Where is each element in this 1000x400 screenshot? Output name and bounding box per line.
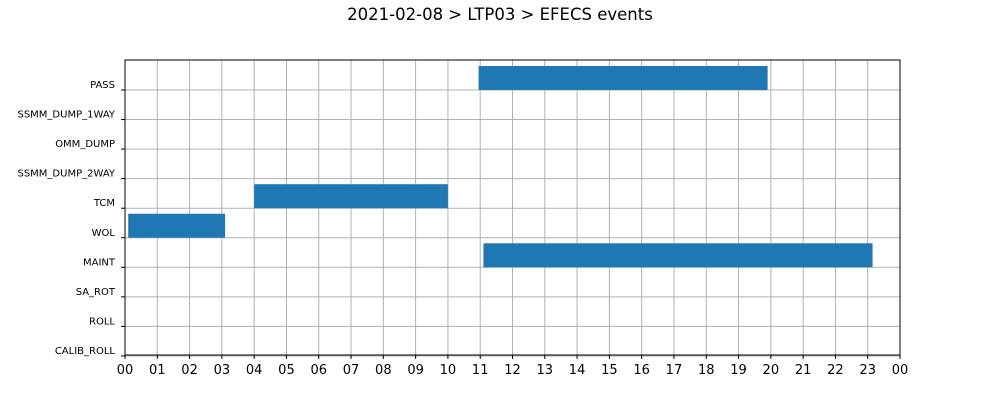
x-tick-label: 21 [795, 363, 812, 378]
y-tick-label: ROLL [89, 316, 115, 327]
x-tick-label: 07 [343, 363, 360, 378]
x-tick-label: 00 [892, 363, 909, 378]
event-bars [128, 66, 873, 268]
x-tick-label: 16 [633, 363, 650, 378]
x-axis-ticks: 00 01 02 03 04 05 06 07 08 09 10 11 12 13 14 15 16 17 18 19… [117, 355, 909, 378]
y-tick-label: TCM [93, 198, 115, 209]
x-tick-label: 00 [117, 363, 134, 378]
x-tick-label: 05 [278, 363, 295, 378]
x-tick-label: 03 [214, 363, 231, 378]
y-tick-label: PASS [90, 80, 115, 91]
x-tick-label: 18 [698, 363, 715, 378]
y-tick-label: SSMM_DUMP_1WAY [17, 110, 115, 121]
x-tick-label: 04 [246, 363, 263, 378]
y-tick-label: WOL [92, 228, 116, 239]
event-bar-wol [128, 213, 226, 238]
y-tick-label: SA_ROT [76, 287, 116, 298]
x-tick-label: 10 [440, 363, 457, 378]
x-tick-label: 20 [763, 363, 780, 378]
x-tick-label: 09 [407, 363, 424, 378]
x-tick-label: 13 [537, 363, 554, 378]
x-tick-label: 01 [149, 363, 166, 378]
x-tick-label: 14 [569, 363, 586, 378]
y-tick-label: MAINT [83, 257, 116, 268]
grid [125, 60, 900, 357]
x-tick-label: 19 [730, 363, 747, 378]
x-tick-label: 22 [827, 363, 844, 378]
y-tick-label: SSMM_DUMP_2WAY [17, 169, 115, 180]
y-tick-label: OMM_DUMP [55, 139, 115, 150]
event-bar-pass [478, 66, 768, 90]
x-tick-label: 17 [666, 363, 683, 378]
y-axis-ticks: PASS SSMM_DUMP_1WAY OMM_DUMP SSMM_DUMP_2WAY… [17, 80, 125, 357]
x-tick-label: 15 [601, 363, 618, 378]
x-tick-label: 12 [504, 363, 521, 378]
y-tick-label: CALIB_ROLL [55, 346, 116, 357]
x-tick-label: 02 [181, 363, 198, 378]
x-tick-label: 08 [375, 363, 392, 378]
x-tick-label: 06 [310, 363, 327, 378]
x-tick-label: 11 [472, 363, 489, 378]
x-tick-label: 23 [859, 363, 876, 378]
event-bar-maint [483, 243, 873, 268]
chart-title: 2021-02-08 > LTP03 > EFECS events [347, 5, 653, 24]
event-bar-tcm [254, 184, 448, 209]
